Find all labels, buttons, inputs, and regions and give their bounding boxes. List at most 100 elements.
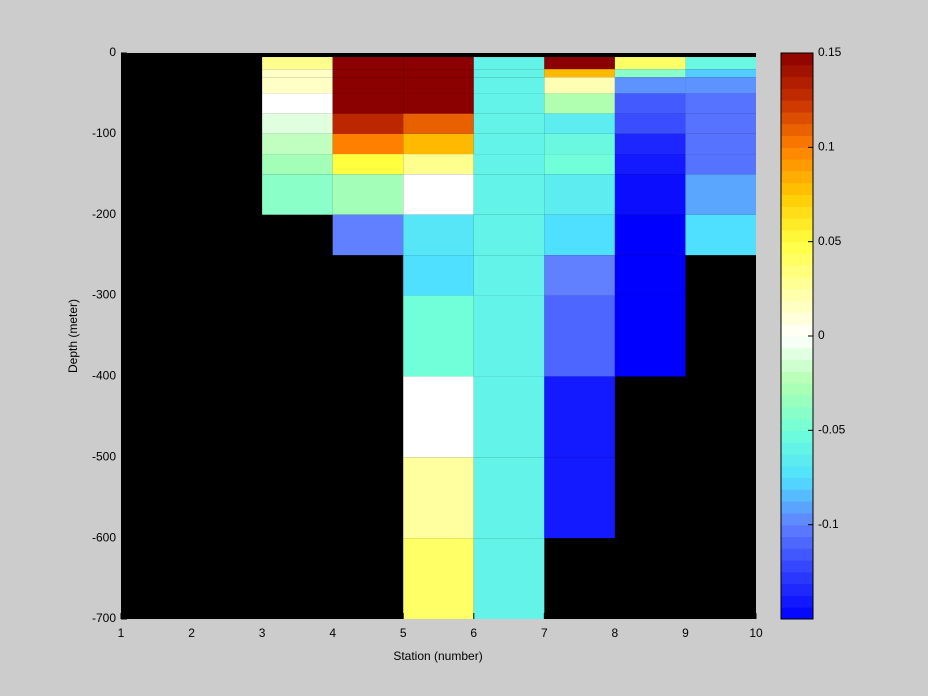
colorbar-level xyxy=(781,465,813,478)
cell xyxy=(685,93,756,114)
x-tick-label: 2 xyxy=(188,626,195,640)
colorbar-level xyxy=(781,170,813,184)
y-tick-label: -300 xyxy=(92,288,116,302)
y-tick-label: -100 xyxy=(92,126,116,140)
cell xyxy=(614,57,686,70)
cell xyxy=(332,77,404,94)
cell xyxy=(403,69,474,78)
cell xyxy=(544,133,615,155)
cell xyxy=(262,77,333,94)
colorbar-level xyxy=(781,100,813,113)
cell xyxy=(614,214,686,256)
cell xyxy=(685,154,756,175)
y-tick-label: -400 xyxy=(92,369,116,383)
cell xyxy=(262,93,333,114)
colorbar-level xyxy=(781,206,813,219)
cell xyxy=(332,113,404,134)
cell xyxy=(685,113,756,134)
colorbar-level xyxy=(781,548,813,561)
cell xyxy=(332,93,404,114)
cell xyxy=(685,174,756,215)
colorbar-level xyxy=(781,501,813,514)
cell xyxy=(685,133,756,155)
cell xyxy=(332,133,404,155)
y-tick-label: -500 xyxy=(92,449,116,463)
colorbar-level xyxy=(781,418,813,431)
cell xyxy=(614,174,686,215)
cell xyxy=(403,376,474,458)
cell xyxy=(544,255,615,296)
colorbar-level xyxy=(781,123,813,137)
colorbar-level xyxy=(781,218,813,231)
colorbar-level xyxy=(781,583,813,596)
cell xyxy=(473,57,545,70)
cell xyxy=(473,538,545,619)
cell xyxy=(614,77,686,94)
cell xyxy=(403,174,474,215)
colorbar-level xyxy=(781,560,813,573)
cell xyxy=(403,255,474,296)
y-axis-label: Depth (meter) xyxy=(66,299,80,373)
colorbar-level xyxy=(781,359,813,372)
cell xyxy=(544,69,615,78)
cell xyxy=(473,113,545,134)
cell xyxy=(685,69,756,78)
cell xyxy=(544,295,615,377)
cell xyxy=(262,69,333,78)
cell xyxy=(403,214,474,256)
colorbar-level xyxy=(781,64,813,78)
cell xyxy=(473,214,545,256)
colorbar-tick-label: 0 xyxy=(818,328,825,342)
cell xyxy=(403,295,474,377)
cell xyxy=(685,57,756,70)
x-tick-label: 8 xyxy=(612,626,619,640)
cell xyxy=(332,154,404,175)
colorbar-level xyxy=(781,312,813,325)
cell xyxy=(332,214,404,256)
cell xyxy=(332,69,404,78)
cell xyxy=(473,255,545,296)
colorbar-level xyxy=(781,489,813,502)
colorbar-level xyxy=(781,265,813,278)
cell xyxy=(544,457,615,539)
x-tick-label: 10 xyxy=(749,626,763,640)
cell xyxy=(262,154,333,175)
colorbar-level xyxy=(781,453,813,467)
cell xyxy=(614,295,686,377)
x-tick-label: 7 xyxy=(541,626,548,640)
cell xyxy=(403,154,474,175)
colorbar-level xyxy=(781,229,813,243)
y-tick-label: -700 xyxy=(92,611,116,625)
cell xyxy=(473,174,545,215)
cell xyxy=(544,57,615,70)
colorbar-level xyxy=(781,147,813,160)
cell xyxy=(473,69,545,78)
colorbar-level xyxy=(781,406,813,420)
cell xyxy=(473,154,545,175)
colorbar-level xyxy=(781,241,813,254)
colorbar-level xyxy=(781,253,813,266)
colorbar-level xyxy=(781,135,813,148)
colorbar-level xyxy=(781,524,813,537)
colorbar-level xyxy=(781,76,813,89)
colorbar-tick-label: 0.05 xyxy=(818,234,842,248)
cell xyxy=(403,538,474,619)
x-tick-label: 1 xyxy=(118,626,125,640)
x-tick-label: 6 xyxy=(470,626,477,640)
cell xyxy=(685,214,756,256)
cell xyxy=(403,133,474,155)
colorbar-level xyxy=(781,182,813,195)
cell xyxy=(473,93,545,114)
cell xyxy=(614,93,686,114)
cell xyxy=(403,113,474,134)
cell xyxy=(614,113,686,134)
cell xyxy=(473,77,545,94)
cell xyxy=(685,77,756,94)
colorbar-level xyxy=(781,347,813,361)
cell xyxy=(262,113,333,134)
cell xyxy=(262,174,333,215)
cell xyxy=(332,57,404,70)
cell xyxy=(473,457,545,539)
colorbar-level xyxy=(781,442,813,455)
